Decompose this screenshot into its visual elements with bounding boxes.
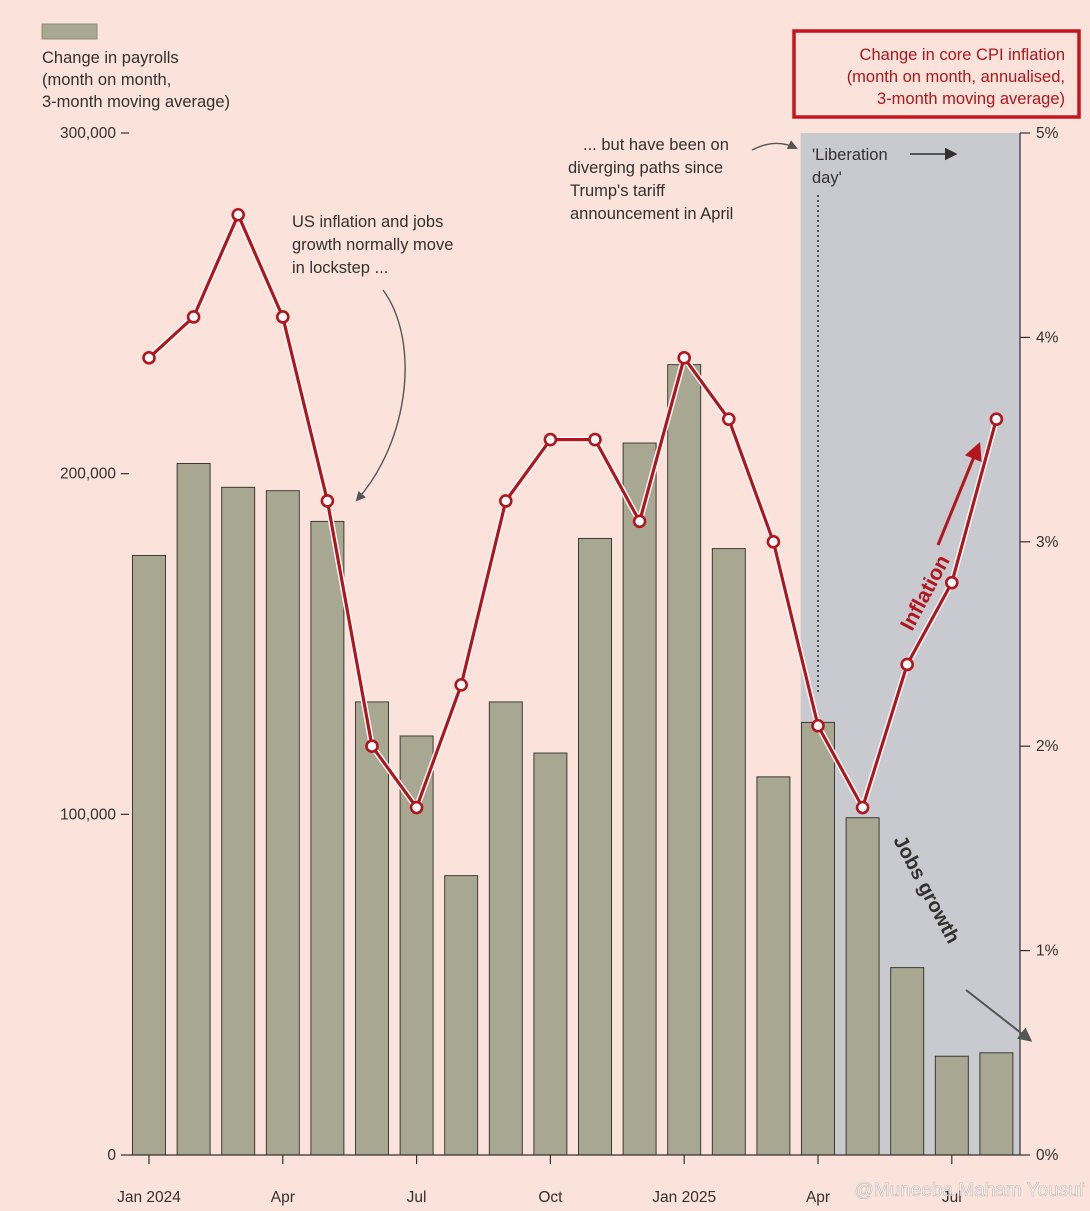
left-axis: 0 100,000 200,000 300,000 xyxy=(60,125,129,1164)
liberation-day-label-line-2: day' xyxy=(812,169,842,187)
payrolls-bar xyxy=(533,752,568,1156)
payrolls-bar xyxy=(310,520,345,1156)
payrolls-bar xyxy=(578,537,612,1156)
lockstep-note-line-2: growth normally move xyxy=(292,236,453,254)
inflation-point xyxy=(632,514,647,529)
x-tick-label: Apr xyxy=(806,1189,830,1206)
legend-left-line-1: Change in payrolls xyxy=(42,49,179,67)
liberation-day-label-line-1: 'Liberation xyxy=(812,146,888,164)
inflation-point xyxy=(677,351,692,365)
payrolls-bar xyxy=(845,817,880,1156)
payrolls-bar xyxy=(979,1052,1014,1156)
inflation-point xyxy=(275,310,290,324)
cpi-legend-box xyxy=(792,29,1081,119)
payrolls-bar xyxy=(132,554,166,1156)
inflation-point xyxy=(766,534,781,549)
left-tick-label: 100,000 xyxy=(60,806,116,823)
x-tick-label: Oct xyxy=(538,1189,563,1206)
inflation-point xyxy=(944,575,959,590)
payrolls-bar xyxy=(444,875,479,1156)
right-tick-label: 0% xyxy=(1036,1147,1059,1164)
payrolls-bar xyxy=(711,548,746,1156)
left-tick-label: 200,000 xyxy=(60,466,116,483)
inflation-line-layer xyxy=(142,207,1004,815)
diverging-note-line-1: ... but have been on xyxy=(583,136,729,154)
payrolls-bar xyxy=(890,967,925,1156)
x-tick-label: Jul xyxy=(407,1189,427,1206)
legend-left-line-2: (month on month, xyxy=(42,71,171,89)
x-tick-label: Jan 2024 xyxy=(117,1189,181,1206)
watermark: @Muneeba Maham Yousuf xyxy=(855,1180,1085,1201)
payrolls-bar xyxy=(355,701,389,1156)
diverging-note-line-3: Trump's tariff xyxy=(570,182,665,200)
jobs-growth-arrow xyxy=(965,989,1033,1042)
payrolls-bar xyxy=(622,442,657,1156)
inflation-arrow xyxy=(936,442,982,546)
inflation-line xyxy=(147,213,998,810)
legend-right-line-2: (month on month, annualised, xyxy=(847,68,1065,86)
payrolls-bar xyxy=(756,776,791,1156)
inflation-point xyxy=(989,412,1004,426)
inflation-point xyxy=(365,739,379,754)
right-tick-label: 3% xyxy=(1036,534,1059,551)
legend-left-line-3: 3-month moving average) xyxy=(42,93,230,111)
lockstep-note-line-1: US inflation and jobs xyxy=(292,213,443,231)
payrolls-legend-swatch xyxy=(41,23,98,40)
legend-right-line-3: 3-month moving average) xyxy=(877,90,1065,108)
x-axis: Jan 2024 Apr Jul Oct Jan 2025 Apr Jul xyxy=(117,1154,1020,1206)
right-tick-label: 4% xyxy=(1036,329,1059,346)
inflation-point xyxy=(900,657,915,672)
diverging-note-line-2: diverging paths since xyxy=(568,159,723,177)
inflation-point xyxy=(855,800,870,815)
inflation-point xyxy=(721,412,736,426)
payrolls-bar xyxy=(176,462,211,1156)
diverging-note-line-4: announcement in April xyxy=(570,205,733,223)
payrolls-bar xyxy=(934,1055,969,1156)
diverging-arrow xyxy=(751,140,798,151)
right-tick-label: 2% xyxy=(1036,738,1059,755)
left-tick-label: 300,000 xyxy=(60,125,116,142)
x-tick-label: Jan 2025 xyxy=(652,1189,716,1206)
inflation-point xyxy=(186,310,201,324)
payrolls-bar xyxy=(801,721,835,1156)
right-axis: 0% 1% 2% 3% 4% 5% xyxy=(1019,125,1059,1164)
inflation-point xyxy=(498,494,513,508)
payrolls-bar xyxy=(221,486,256,1156)
x-tick-label: Apr xyxy=(271,1189,295,1206)
right-tick-label: 1% xyxy=(1036,943,1059,960)
payrolls-bar xyxy=(265,490,300,1156)
lockstep-arrow xyxy=(355,289,406,502)
inflation-point xyxy=(409,800,424,815)
x-tick-label: Jul xyxy=(942,1189,962,1206)
lockstep-note-line-3: in lockstep ... xyxy=(292,259,388,277)
right-tick-label: 5% xyxy=(1036,125,1059,142)
inflation-point xyxy=(142,351,156,365)
payrolls-bar xyxy=(488,701,523,1156)
inflation-point xyxy=(454,678,469,692)
left-tick-label: 0 xyxy=(107,1147,116,1164)
payrolls-bar xyxy=(667,364,702,1156)
inflation-point xyxy=(231,207,245,222)
legend-right-line-1: Change in core CPI inflation xyxy=(860,46,1065,64)
payrolls-bars xyxy=(132,364,1014,1156)
inflation-point xyxy=(811,718,825,733)
inflation-point xyxy=(588,432,602,447)
inflation-point xyxy=(320,494,335,508)
inflation-point xyxy=(543,432,558,447)
